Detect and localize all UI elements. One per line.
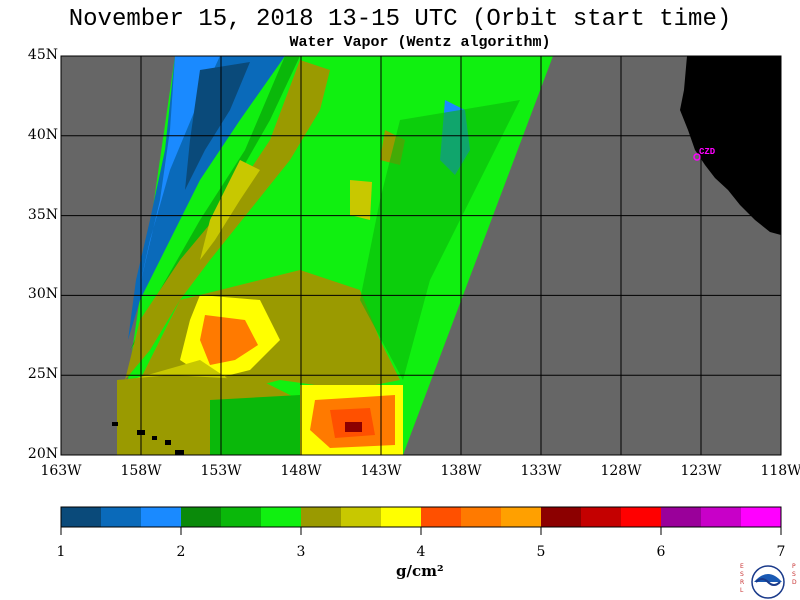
dry-band-light xyxy=(140,56,220,285)
lat-label: 25N xyxy=(27,366,58,383)
lon-label: 133W xyxy=(520,463,562,479)
yellow-band-1 xyxy=(200,160,260,260)
map-title: November 15, 2018 13-15 UTC (Orbit start… xyxy=(68,6,732,33)
land-california xyxy=(680,56,781,235)
colorbar-swatch xyxy=(661,507,702,527)
olive-blob-1 xyxy=(350,180,372,220)
colorbar-swatch xyxy=(381,507,422,527)
lat-label: 45N xyxy=(27,47,58,63)
colorbar-swatch xyxy=(501,507,542,527)
lat-label: 35N xyxy=(27,206,58,223)
lon-label: 143W xyxy=(360,463,402,479)
lon-label: 163W xyxy=(40,463,82,479)
south-green xyxy=(210,395,300,455)
lon-label: 138W xyxy=(440,463,482,479)
city-marker xyxy=(693,153,701,161)
colorbar-tick-label: 4 xyxy=(416,544,426,560)
lon-label: 123W xyxy=(680,463,722,479)
colorbar-swatch xyxy=(701,507,742,527)
colorbar-swatch xyxy=(421,507,462,527)
colorbar-tick-label: 2 xyxy=(176,544,186,560)
dry-band-dark2 xyxy=(185,62,250,190)
lon-label: 158W xyxy=(120,463,162,479)
green-east xyxy=(360,100,520,380)
colorbar-swatch xyxy=(341,507,382,527)
colorbar-swatch xyxy=(741,507,782,527)
south-darkred xyxy=(345,422,362,432)
colorbar-unit: g/cm² xyxy=(396,562,444,580)
colorbar-tick-label: 7 xyxy=(776,544,786,560)
colorbar-tick-label: 3 xyxy=(296,544,306,560)
lat-label: 40N xyxy=(27,126,58,143)
colorbar-tick-label: 6 xyxy=(656,544,666,560)
colorbar-swatch xyxy=(141,507,182,527)
lon-label: 118W xyxy=(760,463,800,479)
colorbar-tick-label: 1 xyxy=(56,544,66,560)
colorbar-swatch xyxy=(181,507,222,527)
lat-label: 30N xyxy=(27,286,58,303)
orange-region xyxy=(200,315,258,365)
lon-label: 153W xyxy=(200,463,242,479)
map-subtitle: Water Vapor (Wentz algorithm) xyxy=(289,34,551,51)
colorbar-swatch xyxy=(261,507,302,527)
olive-blob-2 xyxy=(300,310,325,345)
lon-label: 148W xyxy=(280,463,322,479)
colorbar-swatch xyxy=(621,507,662,527)
colorbar-swatch xyxy=(101,507,142,527)
colorbar-tick-label: 5 xyxy=(536,544,546,560)
lon-label: 128W xyxy=(600,463,642,479)
colorbar-swatch xyxy=(581,507,622,527)
colorbar-swatch xyxy=(61,507,102,527)
colorbar-swatch xyxy=(221,507,262,527)
colorbar xyxy=(61,507,782,527)
colorbar-swatch xyxy=(541,507,582,527)
city-label: CZD xyxy=(699,147,716,157)
colorbar-swatch xyxy=(301,507,342,527)
colorbar-swatch xyxy=(461,507,502,527)
lat-label: 20N xyxy=(27,446,58,462)
map-frame xyxy=(60,55,782,456)
